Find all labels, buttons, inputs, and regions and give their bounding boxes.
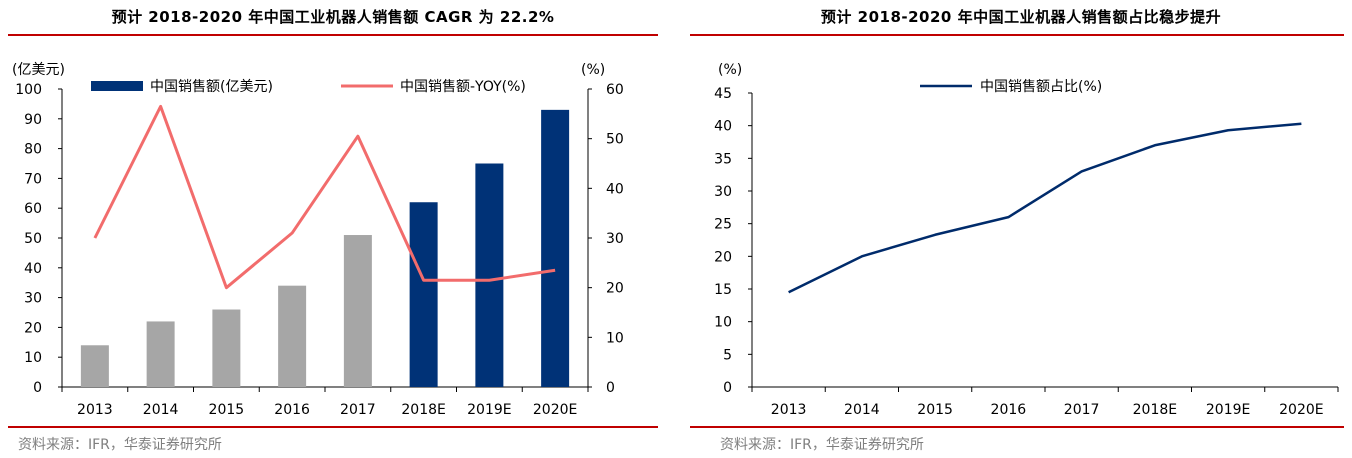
left-y-tick-label: 100 xyxy=(15,82,42,98)
bar-2019E xyxy=(475,163,504,387)
yoy-line xyxy=(93,104,556,290)
y-tick-label: 10 xyxy=(714,315,732,331)
y-tick-label: 35 xyxy=(714,151,732,167)
bar-2014 xyxy=(146,321,175,387)
left-y-tick-label: 20 xyxy=(24,320,42,336)
legend-swatch-sales xyxy=(91,81,143,91)
x-tick-label: 2015 xyxy=(917,402,953,418)
right-source-note: 资料来源：IFR，华泰证券研究所 xyxy=(720,437,924,453)
right-chart-panel: 预计 2018-2020 年中国工业机器人销售额占比稳步提升 0 5 10 15 20 2… xyxy=(690,0,1352,458)
x-tick-label: 2018E xyxy=(401,402,445,418)
left-bottom-divider xyxy=(8,426,658,428)
right-y-tick-label: 30 xyxy=(606,231,624,247)
left-y-tick-label: 60 xyxy=(24,201,42,217)
legend-label-share: 中国销售额占比(%) xyxy=(980,79,1102,95)
x-tick-label: 2019E xyxy=(467,402,511,418)
right-y-tick-label: 10 xyxy=(606,330,624,346)
y-tick-label: 40 xyxy=(714,119,732,135)
legend-label-sales: 中国销售额(亿美元) xyxy=(150,79,273,95)
right-y-tick-label: 40 xyxy=(606,181,624,197)
left-y-tick-label: 10 xyxy=(24,350,42,366)
legend-label-yoy: 中国销售额-YOY(%) xyxy=(400,79,526,95)
bar-2017 xyxy=(343,235,372,387)
x-tick-label: 2017 xyxy=(1064,402,1100,418)
left-y-tick-label: 70 xyxy=(24,171,42,187)
left-chart-title: 预计 2018-2020 年中国工业机器人销售额 CAGR 为 22.2% xyxy=(111,8,555,26)
x-tick-label: 2016 xyxy=(991,402,1027,418)
left-y-axis-unit: (亿美元) xyxy=(12,62,65,78)
x-tick-label: 2020E xyxy=(1279,402,1323,418)
left-source-note: 资料来源：IFR，华泰证券研究所 xyxy=(18,437,222,453)
y-tick-label: 0 xyxy=(723,380,732,396)
right-chart-svg: 0 5 10 15 20 25 30 35 40 45 2013 2014 2015 2016 2017 20… xyxy=(714,62,1339,418)
y-tick-label: 25 xyxy=(714,217,732,233)
left-top-divider xyxy=(8,34,658,36)
x-tick-label: 2013 xyxy=(77,402,113,418)
x-tick-label: 2020E xyxy=(533,402,577,418)
bar-2016 xyxy=(278,285,307,387)
left-y-tick-label: 50 xyxy=(24,231,42,247)
bar-2018E xyxy=(409,202,438,387)
x-tick-label: 2015 xyxy=(209,402,245,418)
left-y-tick-label: 40 xyxy=(24,261,42,277)
x-tick-label: 2013 xyxy=(771,402,807,418)
right-top-divider xyxy=(690,34,1344,36)
right-y-tick-label: 20 xyxy=(606,281,624,297)
x-tick-label: 2016 xyxy=(274,402,310,418)
y-tick-label: 30 xyxy=(714,184,732,200)
right-y-axis-unit: (%) xyxy=(581,62,605,78)
x-tick-label: 2017 xyxy=(340,402,376,418)
bar-2015 xyxy=(212,309,241,387)
x-tick-label: 2014 xyxy=(844,402,880,418)
x-tick-label: 2014 xyxy=(143,402,179,418)
right-chart-title: 预计 2018-2020 年中国工业机器人销售额占比稳步提升 xyxy=(820,8,1222,26)
left-y-tick-label: 90 xyxy=(24,112,42,128)
right-bottom-divider xyxy=(690,426,1344,428)
right-y-tick-label: 60 xyxy=(606,82,624,98)
share-line xyxy=(788,122,1302,294)
y-tick-label: 20 xyxy=(714,249,732,265)
x-tick-label: 2019E xyxy=(1206,402,1250,418)
left-chart-svg: 0 10 20 30 40 50 60 70 80 90 100 0 10 20 30 40 50 60 2013 2… xyxy=(12,62,624,418)
left-y-tick-label: 0 xyxy=(33,380,42,396)
x-tick-label: 2018E xyxy=(1133,402,1177,418)
bar-2013 xyxy=(80,345,109,387)
right-y-tick-label: 50 xyxy=(606,132,624,148)
bar-2020E xyxy=(541,109,570,388)
left-y-tick-label: 30 xyxy=(24,291,42,307)
y-tick-label: 5 xyxy=(723,347,732,363)
left-y-tick-label: 80 xyxy=(24,142,42,158)
y-axis-unit: (%) xyxy=(718,62,742,78)
left-chart-panel: 预计 2018-2020 年中国工业机器人销售额 CAGR 为 22.2% 0 1… xyxy=(0,0,666,458)
y-tick-label: 45 xyxy=(714,86,732,102)
right-y-tick-label: 0 xyxy=(606,380,615,396)
y-tick-label: 15 xyxy=(714,282,732,298)
